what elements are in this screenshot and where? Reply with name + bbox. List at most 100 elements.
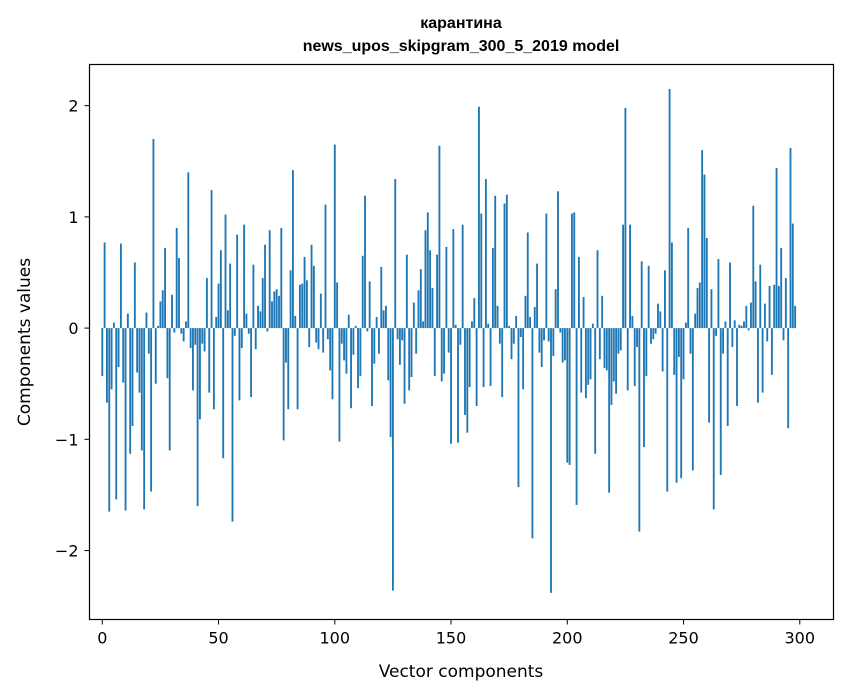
bar: [436, 254, 439, 329]
bar: [310, 244, 313, 329]
bar: [159, 301, 162, 329]
bar: [517, 328, 520, 488]
bar: [219, 250, 222, 329]
bar: [712, 328, 715, 510]
bar: [645, 328, 648, 376]
bar: [752, 205, 755, 329]
bar: [531, 328, 534, 539]
bar: [487, 323, 490, 329]
bar: [464, 328, 466, 415]
bar: [333, 144, 336, 329]
bar: [238, 328, 241, 401]
bar: [166, 328, 169, 379]
bar: [266, 328, 269, 332]
bar: [408, 328, 411, 391]
bar: [343, 328, 346, 361]
bar: [352, 328, 355, 355]
bar: [475, 328, 478, 406]
bar: [187, 172, 190, 329]
bar: [564, 328, 566, 361]
plot-frame: [88, 63, 835, 621]
bar: [119, 243, 122, 329]
bar: [508, 325, 511, 329]
bar: [452, 229, 455, 329]
bar: [461, 224, 464, 329]
bar: [401, 328, 404, 341]
bar: [415, 328, 418, 354]
bar: [140, 328, 143, 451]
bar: [285, 328, 287, 363]
bar: [417, 290, 420, 329]
bar: [422, 321, 425, 329]
bar: [710, 289, 713, 329]
bar: [322, 328, 325, 353]
bar: [638, 328, 641, 532]
bar: [403, 328, 406, 404]
bar: [282, 328, 285, 441]
bar: [791, 223, 794, 329]
bar: [494, 195, 497, 329]
bar: [640, 261, 643, 329]
bar: [654, 328, 657, 334]
bar: [631, 315, 634, 329]
bar: [192, 328, 194, 391]
bar: [350, 328, 352, 409]
bar: [366, 328, 369, 332]
bar: [731, 328, 734, 348]
bar: [259, 311, 262, 329]
bar: [312, 265, 315, 329]
bar: [257, 305, 259, 329]
bar: [491, 248, 494, 329]
bar: [594, 328, 597, 454]
bar: [568, 328, 571, 465]
bar: [380, 266, 383, 329]
bar: [375, 316, 378, 329]
bar: [759, 264, 762, 329]
bar: [536, 263, 538, 329]
bar: [557, 191, 559, 329]
bar: [773, 284, 776, 329]
bar: [454, 324, 457, 329]
bar: [496, 305, 499, 329]
bar: [289, 270, 292, 329]
bar: [757, 328, 759, 403]
bar: [268, 230, 271, 329]
bar: [447, 328, 450, 353]
bar: [612, 328, 615, 382]
bar: [650, 328, 652, 344]
bar: [129, 328, 132, 454]
bar: [619, 328, 622, 351]
bar: [110, 328, 113, 390]
bar: [298, 284, 301, 329]
bar: [173, 328, 176, 333]
bar: [317, 328, 320, 350]
bar: [652, 328, 655, 340]
bar: [208, 328, 211, 393]
bar: [450, 328, 452, 444]
bar: [503, 203, 506, 329]
bar: [373, 328, 376, 364]
bar: [194, 328, 197, 345]
bar: [305, 280, 308, 329]
bar: [587, 328, 590, 385]
bar: [338, 328, 341, 442]
bar: [254, 328, 257, 350]
bar: [419, 269, 422, 329]
bar: [431, 288, 434, 329]
bar: [575, 328, 578, 505]
bar: [717, 259, 720, 329]
bar: [424, 230, 427, 329]
bar: [101, 328, 104, 376]
bar: [484, 179, 487, 329]
bar: [324, 204, 327, 329]
bar: [433, 328, 436, 376]
bar: [396, 328, 399, 340]
bar: [482, 328, 485, 388]
bar: [168, 328, 171, 451]
bar: [668, 88, 671, 329]
bar: [784, 278, 787, 329]
bar: [473, 298, 476, 329]
bar: [566, 328, 569, 463]
bar: [598, 328, 601, 360]
bar: [126, 313, 129, 329]
